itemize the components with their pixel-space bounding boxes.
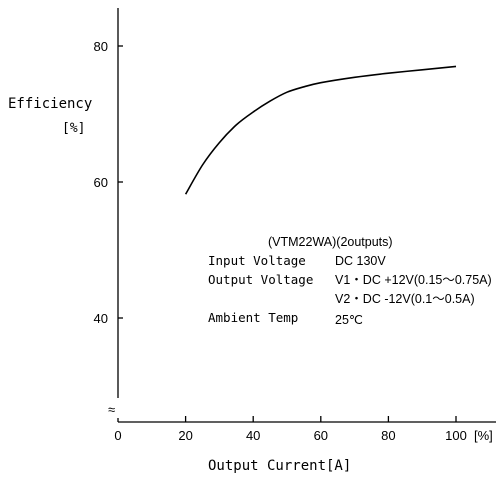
x-ticks: 0 20 40 60 80 100 [114,416,467,443]
y-tick-label: 40 [94,311,108,326]
x-tick-label: 60 [314,428,328,443]
series-group [184,65,457,195]
annotation-value-v2: V2・DC -12V(0.1～0.5A) [335,292,475,306]
annotation-value-ambient-temp: 25℃ [335,313,363,327]
x-tick-label: 100 [445,428,467,443]
x-tick-label: 0 [114,428,121,443]
annotation-title: (VTM22WA)(2outputs) [268,235,393,249]
y-tick-label: 60 [94,175,108,190]
annotation-key-output-voltage: Output Voltage [208,272,313,287]
annotation-value-v1: V1・DC +12V(0.15～0.75A) [335,273,492,287]
x-axis-label: Output Current[A] [208,458,351,474]
y-axis-label: Efficiency [8,96,92,112]
annotation-block: (VTM22WA)(2outputs) Input Voltage DC 130… [208,235,492,327]
annotation-key-input-voltage: Input Voltage [208,253,306,268]
x-tick-label: 20 [178,428,192,443]
efficiency-line [184,65,457,195]
x-axis-unit: [%] [474,428,493,443]
annotation-key-ambient-temp: Ambient Temp [208,310,298,325]
x-tick-label: 80 [381,428,395,443]
y-tick-label: 80 [94,39,108,54]
annotation-value-input-voltage: DC 130V [335,254,386,268]
axis-break-symbol: ≈ [108,402,115,417]
y-axis-unit: [%] [62,121,85,136]
y-ticks: 40 60 80 [94,39,123,326]
x-tick-label: 40 [246,428,260,443]
